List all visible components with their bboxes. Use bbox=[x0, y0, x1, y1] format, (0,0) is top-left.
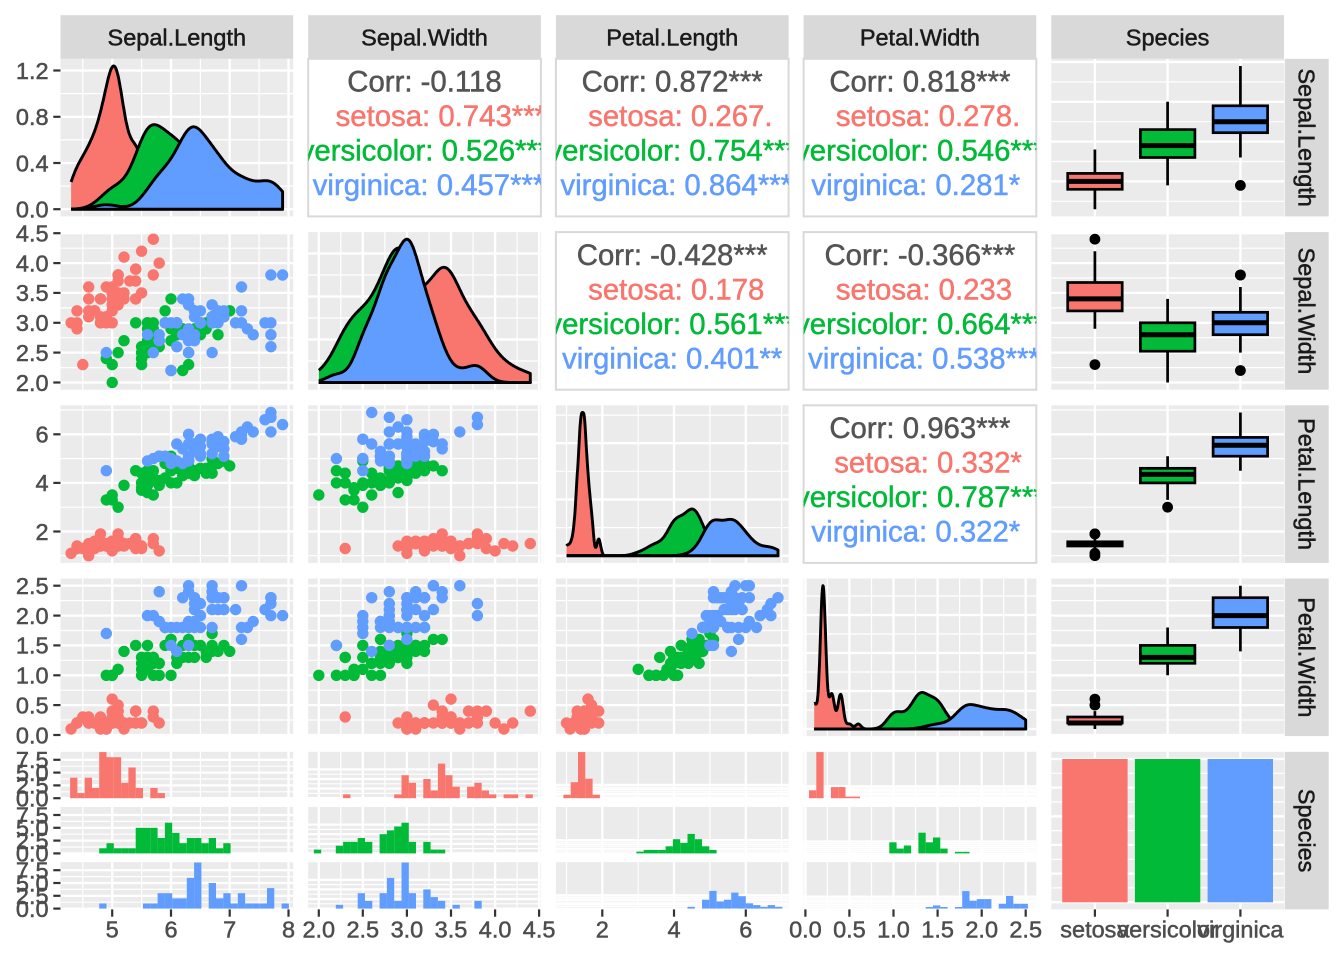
svg-text:2: 2 bbox=[36, 519, 49, 545]
svg-text:4: 4 bbox=[36, 470, 49, 496]
svg-text:0.0: 0.0 bbox=[16, 786, 49, 812]
svg-text:5.0: 5.0 bbox=[16, 815, 49, 841]
svg-text:1.0: 1.0 bbox=[877, 916, 910, 942]
svg-text:2.5: 2.5 bbox=[16, 773, 49, 799]
svg-text:virginica: 0.322*: virginica: 0.322* bbox=[803, 516, 1036, 549]
svg-text:6: 6 bbox=[164, 916, 177, 942]
svg-text:Corr: -0.428***: Corr: -0.428*** bbox=[577, 239, 768, 272]
svg-text:3.0: 3.0 bbox=[16, 310, 49, 336]
svg-text:setosa: 0.278.: setosa: 0.278. bbox=[803, 100, 1036, 133]
svg-text:1.5: 1.5 bbox=[921, 916, 954, 942]
svg-text:5.0: 5.0 bbox=[16, 870, 49, 896]
svg-text:2: 2 bbox=[596, 916, 609, 942]
svg-text:3.5: 3.5 bbox=[435, 916, 468, 942]
svg-text:2.0: 2.0 bbox=[302, 916, 335, 942]
svg-text:Sepal.Length: Sepal.Length bbox=[108, 24, 247, 50]
svg-text:4.5: 4.5 bbox=[16, 221, 49, 247]
svg-text:virginica: 0.457***: virginica: 0.457*** bbox=[305, 169, 545, 202]
svg-text:setosa: 0.743***: setosa: 0.743*** bbox=[303, 100, 546, 133]
svg-text:7.5: 7.5 bbox=[16, 858, 49, 884]
svg-text:virginica: 0.401**: virginica: 0.401** bbox=[554, 342, 791, 375]
svg-text:1.0: 1.0 bbox=[16, 663, 49, 689]
svg-text:1.2: 1.2 bbox=[16, 58, 49, 84]
svg-text:6: 6 bbox=[739, 916, 752, 942]
svg-text:versicolor: versicolor bbox=[1117, 916, 1218, 942]
svg-text:2.5: 2.5 bbox=[346, 916, 379, 942]
svg-text:setosa: setosa bbox=[1060, 916, 1130, 942]
svg-text:3.0: 3.0 bbox=[391, 916, 424, 942]
svg-text:Corr: 0.963***: Corr: 0.963*** bbox=[829, 412, 1010, 445]
svg-text:Petal.Length: Petal.Length bbox=[606, 24, 738, 50]
svg-text:setosa: 0.332*: setosa: 0.332* bbox=[802, 447, 1039, 480]
svg-text:versicolor: 0.787***: versicolor: 0.787*** bbox=[795, 481, 1045, 514]
svg-text:0.0: 0.0 bbox=[16, 197, 49, 223]
svg-text:2.5: 2.5 bbox=[16, 883, 49, 909]
svg-text:7: 7 bbox=[223, 916, 236, 942]
svg-text:4.5: 4.5 bbox=[523, 916, 556, 942]
svg-text:6: 6 bbox=[36, 422, 49, 448]
svg-text:versicolor: 0.664***: versicolor: 0.664*** bbox=[795, 308, 1045, 341]
svg-text:4: 4 bbox=[667, 916, 680, 942]
svg-text:setosa: 0.178: setosa: 0.178 bbox=[556, 273, 789, 306]
svg-text:2.5: 2.5 bbox=[16, 573, 49, 599]
svg-text:Corr: -0.366***: Corr: -0.366*** bbox=[824, 239, 1015, 272]
svg-text:5: 5 bbox=[106, 916, 119, 942]
svg-text:0.5: 0.5 bbox=[16, 692, 49, 718]
svg-text:virginica: virginica bbox=[1197, 916, 1284, 942]
svg-text:versicolor: 0.526***: versicolor: 0.526*** bbox=[300, 135, 550, 168]
svg-text:0.5: 0.5 bbox=[833, 916, 866, 942]
svg-text:versicolor: 0.546***: versicolor: 0.546*** bbox=[795, 135, 1045, 168]
svg-text:2.5: 2.5 bbox=[16, 340, 49, 366]
svg-text:Petal.Length: Petal.Length bbox=[1293, 418, 1319, 550]
svg-text:Petal.Width: Petal.Width bbox=[860, 24, 980, 50]
svg-text:7.5: 7.5 bbox=[16, 747, 49, 773]
svg-text:Sepal.Width: Sepal.Width bbox=[1293, 248, 1319, 375]
svg-text:virginica: 0.538***: virginica: 0.538*** bbox=[800, 342, 1040, 375]
svg-text:7.5: 7.5 bbox=[16, 802, 49, 828]
svg-text:versicolor: 0.561***: versicolor: 0.561*** bbox=[547, 308, 797, 341]
svg-text:4.0: 4.0 bbox=[16, 250, 49, 276]
svg-text:setosa: 0.267.: setosa: 0.267. bbox=[556, 100, 789, 133]
svg-text:0.8: 0.8 bbox=[16, 104, 49, 130]
svg-text:8: 8 bbox=[282, 916, 295, 942]
svg-text:2.0: 2.0 bbox=[16, 603, 49, 629]
svg-text:setosa: 0.233: setosa: 0.233 bbox=[803, 273, 1036, 306]
svg-text:virginica: 0.281*: virginica: 0.281* bbox=[803, 169, 1036, 202]
svg-text:2.5: 2.5 bbox=[16, 828, 49, 854]
svg-text:versicolor: 0.754***: versicolor: 0.754*** bbox=[547, 135, 797, 168]
svg-text:4.0: 4.0 bbox=[479, 916, 512, 942]
svg-text:Sepal.Width: Sepal.Width bbox=[361, 24, 488, 50]
svg-text:Sepal.Length: Sepal.Length bbox=[1293, 68, 1319, 207]
svg-text:Corr: 0.818***: Corr: 0.818*** bbox=[829, 66, 1010, 99]
svg-text:Petal.Width: Petal.Width bbox=[1293, 597, 1319, 717]
svg-text:5.0: 5.0 bbox=[16, 760, 49, 786]
svg-text:Species: Species bbox=[1126, 24, 1210, 50]
svg-text:0.4: 0.4 bbox=[16, 150, 49, 176]
svg-text:Corr: -0.118: Corr: -0.118 bbox=[347, 66, 501, 99]
svg-text:0.0: 0.0 bbox=[16, 722, 49, 748]
svg-text:virginica: 0.864***: virginica: 0.864*** bbox=[552, 169, 792, 202]
svg-text:Corr: 0.872***: Corr: 0.872*** bbox=[582, 66, 763, 99]
svg-text:Species: Species bbox=[1293, 789, 1319, 873]
svg-text:3.5: 3.5 bbox=[16, 280, 49, 306]
svg-text:2.0: 2.0 bbox=[965, 916, 998, 942]
svg-text:1.5: 1.5 bbox=[16, 633, 49, 659]
svg-text:0.0: 0.0 bbox=[16, 841, 49, 867]
svg-text:2.5: 2.5 bbox=[1009, 916, 1042, 942]
svg-text:0.0: 0.0 bbox=[16, 896, 49, 922]
svg-text:2.0: 2.0 bbox=[16, 370, 49, 396]
svg-text:0.0: 0.0 bbox=[789, 916, 822, 942]
